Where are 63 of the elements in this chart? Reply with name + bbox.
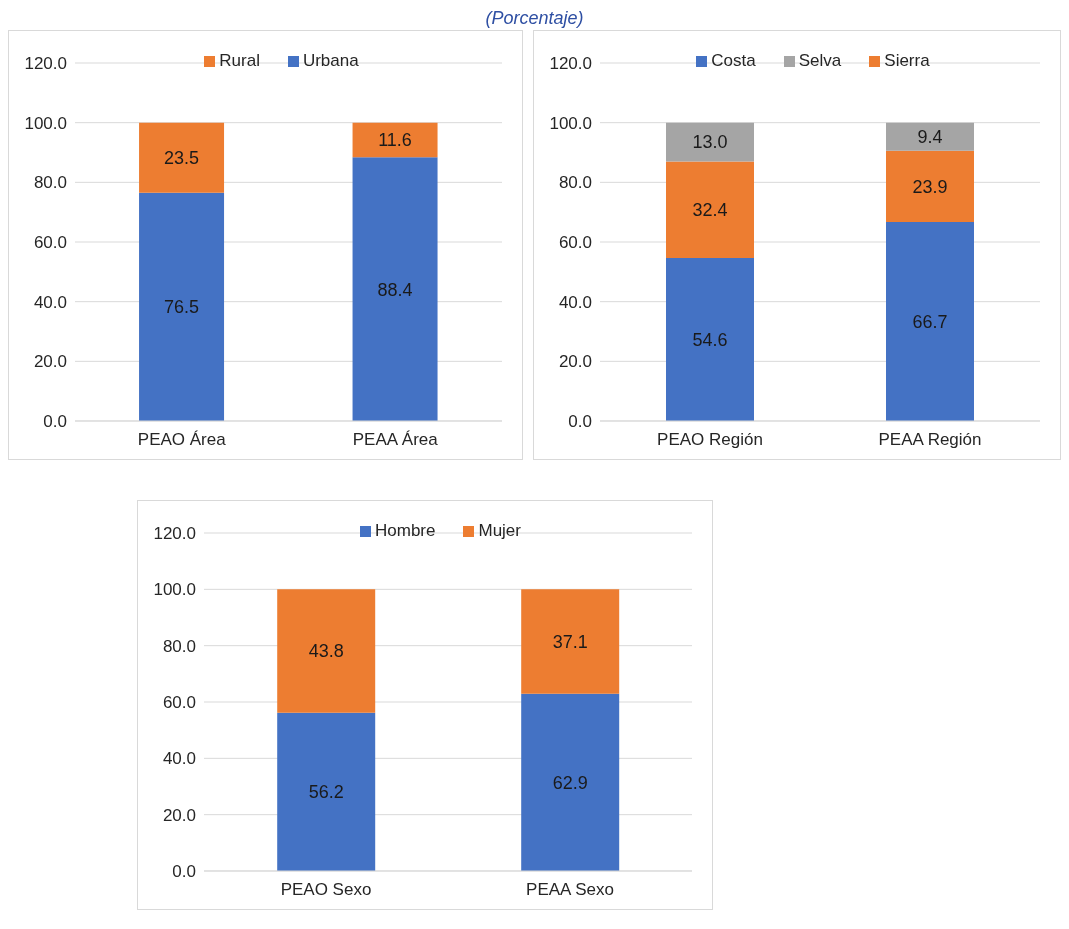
bar [666,161,754,259]
y-tick-label: 60.0 [33,233,67,253]
y-tick-label: 0.0 [43,412,67,432]
data-label: 54.6 [692,329,728,350]
legend-label: Sierra [884,51,930,70]
x-tick-label: PEAA Región [878,430,982,450]
y-tick-label: 60.0 [558,233,592,253]
data-label: 76.5 [164,297,200,318]
bar [520,693,619,871]
y-tick-label: 0.0 [568,412,592,432]
legend-label: Costa [711,51,756,70]
data-label: 43.8 [308,641,344,662]
x-tick-label: PEAO Región [657,430,763,450]
data-label: 62.9 [552,772,588,793]
data-label: 23.5 [164,148,200,169]
y-tick-label: 40.0 [33,292,67,312]
bar [352,122,438,158]
y-tick-label: 60.0 [162,693,196,713]
bar [886,122,974,151]
x-tick-label: PEAA Sexo [525,880,614,900]
legend-label: Hombre [375,521,436,540]
legend-label: Selva [798,51,842,70]
data-label: 88.4 [377,279,413,300]
bar [886,222,974,421]
chart-subtitle: (Porcentaje) [484,8,585,30]
data-label: 23.9 [912,176,948,197]
y-tick-label: 80.0 [162,636,196,656]
y-tick-label: 120.0 [549,54,592,74]
data-label: 37.1 [552,631,588,652]
bar [886,150,974,223]
data-label: 32.4 [692,200,728,221]
y-tick-label: 40.0 [558,292,592,312]
data-label: 56.2 [308,782,344,803]
x-tick-label: PEAO Área [137,430,227,450]
y-tick-label: 120.0 [152,524,196,544]
y-tick-label: 0.0 [171,862,196,882]
y-tick-label: 40.0 [162,749,196,769]
bar [276,712,375,871]
bar [139,192,225,421]
bar [139,122,225,193]
x-tick-label: PEAO Sexo [280,880,371,900]
bar [666,122,754,162]
bar [352,157,438,421]
data-label: 9.4 [917,127,943,148]
y-tick-label: 80.0 [33,173,67,193]
y-tick-label: 20.0 [558,352,592,372]
bar [666,258,754,421]
legend-label: Urbana [302,51,359,70]
y-tick-label: 20.0 [162,805,196,825]
y-tick-label: 120.0 [24,54,67,74]
data-label: 11.6 [378,130,412,151]
data-label: 66.7 [912,311,948,332]
y-tick-label: 100.0 [549,113,592,133]
x-tick-label: PEAA Área [352,430,439,450]
bar [520,589,619,694]
y-tick-label: 80.0 [558,173,592,193]
bar [276,589,375,713]
y-tick-label: 20.0 [33,352,67,372]
data-label: 13.0 [692,132,728,153]
legend-label: Mujer [478,521,521,540]
y-tick-label: 100.0 [24,113,67,133]
legend-label: Rural [219,51,260,70]
y-tick-label: 100.0 [152,580,196,600]
